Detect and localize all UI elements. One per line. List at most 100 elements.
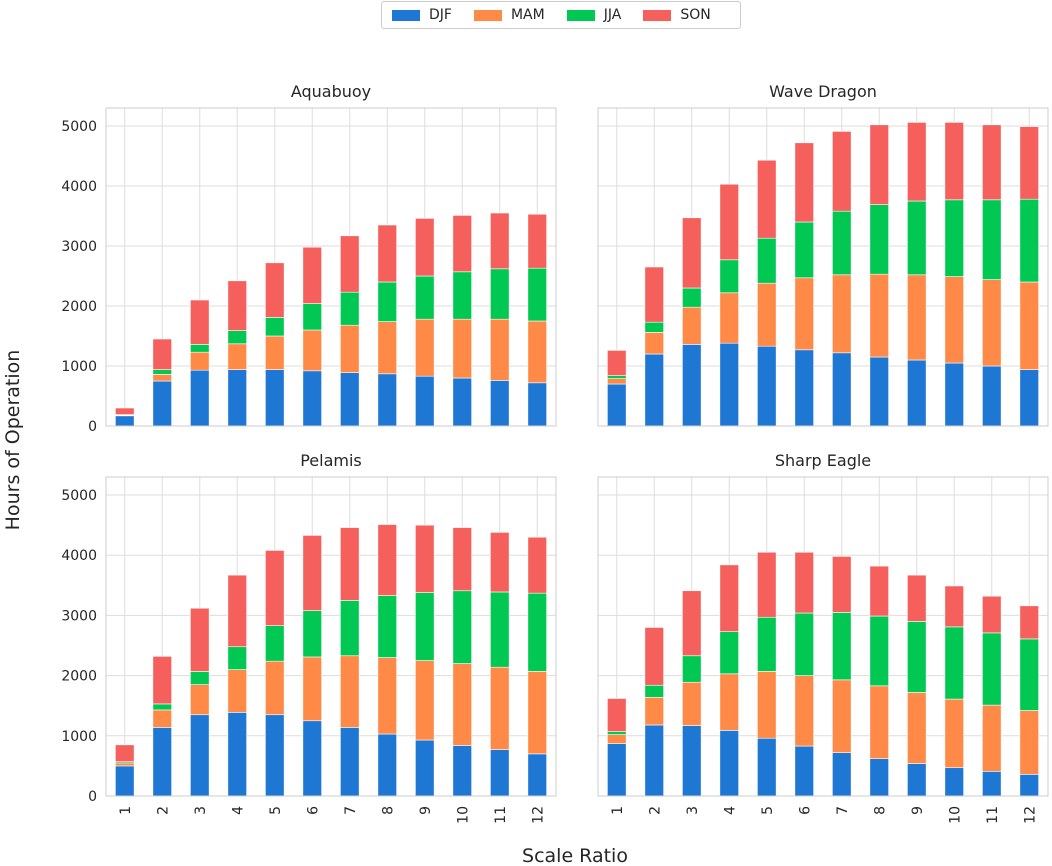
plot-area [598,477,1048,796]
x-tick-label: 2 [155,806,171,815]
bar-pelamis-djf-11 [490,749,510,797]
bar-sharp-eagle-son-9 [907,574,927,622]
bar-wave-dragon-djf-5 [757,345,777,427]
y-tick-label: 3000 [61,239,97,255]
plot-area [106,108,556,426]
bar-wave-dragon-son-7 [832,131,852,212]
bar-sharp-eagle-mam-9 [907,692,927,764]
bar-pelamis-djf-12 [527,753,547,797]
bar-wave-dragon-son-3 [682,217,702,289]
bar-aquabuoy-mam-10 [452,318,472,379]
plot-frame [105,107,557,427]
bar-wave-dragon-djf-7 [832,352,852,427]
bar-sharp-eagle-son-5 [757,551,777,618]
bar-wave-dragon-son-12 [1019,126,1039,200]
legend-item-jja: JJA [566,7,622,23]
bar-wave-dragon-jja-12 [1019,198,1039,283]
x-tick-label: 5 [760,806,776,815]
bar-wave-dragon-son-1 [607,350,627,376]
bar-sharp-eagle-jja-3 [682,655,702,683]
x-tick-label: 6 [305,806,321,815]
legend-label-jja: JJA [603,7,622,23]
bar-sharp-eagle-mam-7 [832,679,852,753]
bar-pelamis-djf-9 [415,739,435,797]
bar-aquabuoy-jja-3 [190,344,210,353]
bar-aquabuoy-son-8 [377,224,397,283]
bar-aquabuoy-jja-12 [527,267,547,322]
bar-pelamis-mam-8 [377,657,397,735]
plot-frame [105,476,557,797]
bar-wave-dragon-mam-3 [682,306,702,345]
y-tick-label: 2000 [61,669,97,685]
legend-swatch-djf [392,9,420,21]
bar-wave-dragon-jja-1 [607,375,627,379]
bar-aquabuoy-djf-9 [415,375,435,427]
bar-aquabuoy-mam-8 [377,321,397,375]
bar-pelamis-mam-11 [490,666,510,750]
bar-pelamis-mam-2 [152,709,172,728]
bar-wave-dragon-djf-6 [794,349,814,427]
bar-aquabuoy-mam-6 [302,329,322,372]
bar-wave-dragon-jja-2 [644,321,664,333]
x-tick-label: 11 [493,806,509,824]
bar-aquabuoy-mam-11 [490,318,510,381]
bar-aquabuoy-djf-5 [265,369,285,427]
panel-aquabuoy: 0 1000 2000 3000 4000 5000 Aquabuoy [61,82,557,435]
x-tick-label: 5 [268,806,284,815]
bar-sharp-eagle-jja-9 [907,621,927,693]
bar-pelamis-jja-9 [415,592,435,661]
y-tick-label: 5000 [61,119,97,135]
panel-title: Wave Dragon [769,82,877,101]
bar-aquabuoy-djf-2 [152,380,172,427]
bar-sharp-eagle-mam-2 [644,696,664,726]
bar-pelamis-son-9 [415,524,435,593]
bar-sharp-eagle-jja-10 [944,626,964,700]
bar-sharp-eagle-son-7 [832,556,852,613]
x-tick-label: 7 [835,806,851,815]
bar-pelamis-jja-12 [527,592,547,672]
legend-swatch-son [643,9,672,21]
bar-aquabuoy-mam-3 [190,351,210,371]
bar-pelamis-mam-7 [340,655,360,728]
bar-sharp-eagle-djf-1 [607,743,627,797]
bar-wave-dragon-djf-11 [982,365,1002,427]
bar-pelamis-son-8 [377,524,397,596]
bar-sharp-eagle-djf-9 [907,763,927,797]
bar-aquabuoy-son-12 [527,213,547,269]
bar-aquabuoy-djf-4 [227,369,247,427]
panel-title: Pelamis [300,451,362,470]
bar-sharp-eagle-djf-5 [757,737,777,797]
bar-aquabuoy-jja-7 [340,291,360,326]
x-tick-label: 6 [797,806,813,815]
bar-wave-dragon-son-11 [982,124,1002,201]
bar-pelamis-son-4 [227,574,247,648]
bar-sharp-eagle-jja-11 [982,632,1002,706]
bar-aquabuoy-jja-9 [415,275,435,320]
bar-aquabuoy-djf-3 [190,369,210,427]
bar-sharp-eagle-jja-2 [644,684,664,698]
bar-aquabuoy-mam-9 [415,318,435,377]
bar-pelamis-jja-8 [377,595,397,658]
legend-label-djf: DJF [429,7,452,23]
x-tick-label: 3 [193,806,209,815]
bar-sharp-eagle-mam-3 [682,681,702,726]
bar-sharp-eagle-jja-1 [607,731,627,735]
legend-label-son: SON [680,7,711,23]
bar-wave-dragon-jja-7 [832,210,852,276]
bar-pelamis-djf-3 [190,714,210,797]
bar-sharp-eagle-mam-12 [1019,710,1039,775]
bar-wave-dragon-djf-2 [644,353,664,427]
bar-pelamis-jja-10 [452,590,472,664]
bar-aquabuoy-son-3 [190,299,210,345]
x-tick-label: 4 [722,806,738,815]
bar-sharp-eagle-son-10 [944,585,964,628]
bar-pelamis-son-3 [190,607,210,672]
x-tick-label: 12 [1022,806,1038,824]
bar-pelamis-djf-4 [227,712,247,797]
bar-wave-dragon-mam-7 [832,274,852,354]
bar-wave-dragon-mam-1 [607,378,627,385]
y-tick-label: 4000 [61,179,97,195]
bar-aquabuoy-jja-10 [452,271,472,320]
